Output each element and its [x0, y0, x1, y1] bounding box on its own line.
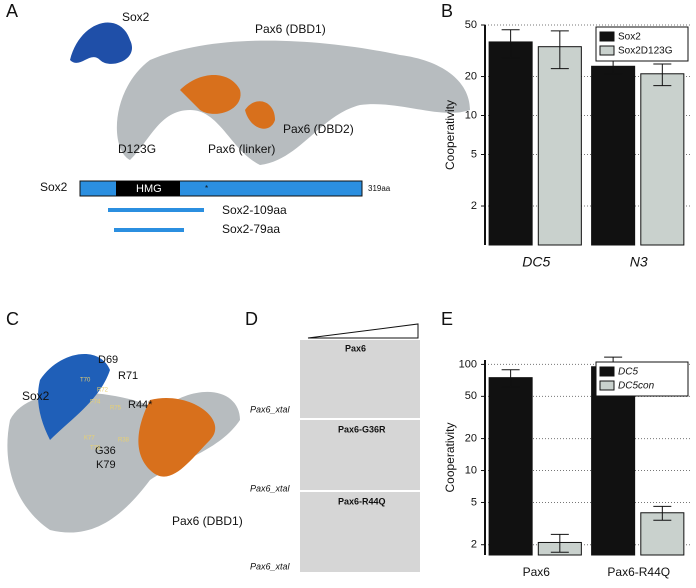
gel-title: Pax6-G36R	[338, 424, 386, 434]
label: Pax6 (DBD1)	[255, 22, 326, 36]
y-tick-label: 50	[465, 390, 477, 402]
error-bar	[550, 30, 569, 70]
label: F74	[90, 400, 101, 406]
panel-label: E	[441, 309, 453, 329]
y-tick-label: 50	[465, 19, 477, 31]
label: K77	[84, 436, 95, 442]
label: D69	[98, 354, 118, 366]
gel-title: Pax6	[345, 343, 366, 353]
y-tick-label: 20	[465, 432, 477, 444]
panel-label: D	[245, 309, 258, 329]
label: *	[205, 184, 208, 193]
error-bar	[501, 29, 520, 59]
label: HMG	[136, 183, 162, 195]
label: T70	[80, 378, 91, 384]
label: T78	[90, 446, 101, 452]
gel-probe: Pax6_xtal	[250, 404, 291, 414]
legend-label: Sox2	[618, 32, 641, 43]
y-tick-label: 10	[465, 109, 477, 121]
hmg-box	[116, 181, 180, 196]
label: Sox2	[40, 180, 68, 194]
gel-probe: Pax6_xtal	[250, 483, 291, 493]
gel-probe: Pax6_xtal	[250, 561, 291, 571]
error-bar	[501, 369, 520, 388]
error-bar	[653, 63, 672, 87]
label: D123G	[118, 142, 156, 156]
label: Sox2	[122, 10, 150, 24]
gels	[300, 323, 420, 572]
legend-label: DC5	[618, 367, 638, 378]
gel-title: Pax6-R44Q	[338, 496, 386, 506]
bar	[537, 46, 582, 246]
y-axis-label: Cooperativity	[443, 422, 457, 492]
label: Sox2	[22, 389, 50, 403]
construct-bar	[114, 228, 184, 232]
legend-swatch	[599, 380, 615, 391]
chart: 2 5 10 20 50 Cooperativity DC5 N3 Sox2 Sox2D123G	[443, 19, 690, 270]
y-axis-label: Cooperativity	[443, 100, 457, 170]
label: Sox2-79aa	[222, 222, 280, 236]
legend-label: DC5con	[618, 381, 655, 392]
bar	[488, 41, 533, 246]
x-tick-label: Pax6	[523, 565, 551, 579]
label: Pax6 (DBD1)	[172, 514, 243, 528]
y-tick-label: 100	[459, 358, 477, 370]
label: R75	[110, 406, 122, 412]
label: R72	[97, 388, 109, 394]
label: K79	[96, 459, 116, 471]
structure-c	[7, 353, 241, 533]
legend-swatch	[599, 366, 615, 377]
panel-label: A	[6, 1, 18, 21]
y-tick-label: 20	[465, 70, 477, 82]
panel-label: B	[441, 1, 453, 21]
legend-swatch	[599, 45, 615, 56]
legend-swatch	[599, 31, 615, 42]
label: G36	[95, 445, 116, 457]
y-tick-label: 5	[471, 496, 477, 508]
panel-label: C	[6, 309, 19, 329]
label: 319aa	[368, 184, 391, 193]
x-tick-label: Pax6-R44Q	[607, 565, 670, 579]
y-tick-label: 2	[471, 200, 477, 212]
chart: 2 5 10 20 50 100 Cooperativity Pax6 Pax6-R44Q DC5…	[443, 356, 690, 579]
structure-a	[70, 22, 470, 165]
bar	[488, 377, 533, 556]
label: Pax6 (DBD2)	[283, 122, 354, 136]
construct-bar	[108, 208, 204, 212]
error-bar	[653, 505, 672, 521]
label: Sox2-109aa	[222, 203, 287, 217]
label: R38	[118, 438, 130, 444]
y-tick-label: 5	[471, 148, 477, 160]
error-bar	[550, 533, 569, 553]
label: R71	[118, 370, 138, 382]
y-tick-label: 10	[465, 464, 477, 476]
x-tick-label: DC5	[522, 254, 550, 270]
label: R44*	[128, 399, 153, 411]
label: Pax6 (linker)	[208, 142, 275, 156]
x-tick-label: N3	[630, 254, 648, 270]
bar	[591, 65, 636, 246]
legend-label: Sox2D123G	[618, 46, 673, 57]
y-tick-label: 2	[471, 539, 477, 551]
bar	[640, 73, 685, 246]
